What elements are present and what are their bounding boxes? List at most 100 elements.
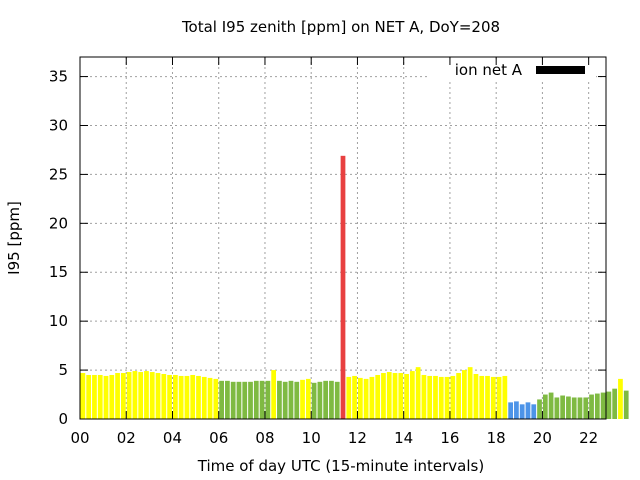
- bar: [502, 375, 508, 419]
- bar: [305, 378, 311, 419]
- y-tick-label: 15: [49, 263, 68, 281]
- bar: [109, 374, 115, 419]
- bar: [606, 391, 612, 419]
- bar: [444, 376, 450, 419]
- bar: [253, 380, 259, 419]
- bar: [514, 401, 519, 419]
- bar: [120, 373, 126, 419]
- bar: [219, 380, 224, 419]
- bar: [103, 375, 109, 419]
- bar: [450, 375, 456, 419]
- bars-layer: [80, 155, 629, 419]
- bar: [537, 399, 542, 419]
- x-tick-label: 04: [163, 429, 182, 447]
- bar: [282, 381, 288, 419]
- x-tick-label: 02: [117, 429, 136, 447]
- bar: [149, 372, 155, 419]
- bar: [80, 373, 86, 419]
- bar: [421, 374, 427, 419]
- legend: ion net A: [428, 60, 596, 82]
- legend-swatch: [536, 66, 585, 74]
- bar: [456, 373, 461, 419]
- bar: [346, 376, 352, 419]
- y-tick-label: 0: [58, 410, 68, 428]
- bar: [571, 397, 577, 419]
- x-tick-label: 10: [302, 429, 321, 447]
- bar: [317, 381, 323, 419]
- bar: [496, 376, 502, 419]
- x-tick-label: 14: [394, 429, 413, 447]
- bar: [577, 397, 583, 419]
- y-tick-label: 35: [49, 68, 68, 86]
- x-axis-label: Time of day UTC (15-minute intervals): [197, 457, 484, 475]
- bar: [323, 380, 329, 419]
- x-tick-label: 18: [487, 429, 506, 447]
- bar: [259, 380, 265, 419]
- bar: [132, 371, 138, 419]
- bar: [357, 377, 363, 419]
- bar: [594, 393, 600, 419]
- bar: [201, 376, 207, 419]
- x-tick-label: 22: [579, 429, 598, 447]
- bar: [311, 382, 317, 419]
- bar: [126, 372, 132, 419]
- bar: [467, 367, 473, 419]
- bar: [623, 390, 629, 419]
- bar: [207, 377, 213, 419]
- y-tick-label: 20: [49, 214, 68, 232]
- y-tick-label: 5: [58, 361, 68, 379]
- bar: [583, 397, 589, 419]
- bar: [618, 378, 623, 419]
- bar: [294, 381, 300, 419]
- bar: [144, 371, 149, 419]
- bar: [86, 374, 92, 419]
- bar: [438, 376, 444, 419]
- y-tick-label: 25: [49, 165, 68, 183]
- y-tick-label: 30: [49, 116, 68, 134]
- bar: [271, 370, 277, 419]
- bar: [415, 367, 421, 419]
- bar: [508, 402, 513, 419]
- bar: [161, 373, 167, 419]
- bar: [288, 380, 294, 419]
- bar: [97, 374, 103, 419]
- bar: [363, 378, 369, 419]
- bar: [369, 376, 375, 419]
- bar: [329, 380, 334, 419]
- bar: [190, 374, 196, 419]
- bar: [542, 394, 548, 419]
- bar: [138, 372, 144, 419]
- bar: [600, 392, 606, 419]
- bar: [433, 375, 438, 419]
- bar: [560, 395, 566, 419]
- bar: [485, 375, 490, 419]
- bar: [236, 381, 242, 419]
- bar: [115, 373, 120, 419]
- bar: [519, 404, 525, 419]
- bar: [612, 388, 618, 419]
- x-tick-label: 00: [70, 429, 89, 447]
- bar: [473, 373, 479, 419]
- bar: [196, 375, 201, 419]
- bar: [155, 373, 161, 419]
- bar: [225, 380, 230, 419]
- bar: [589, 394, 594, 419]
- legend-background: [428, 60, 596, 82]
- bar: [265, 380, 271, 419]
- x-tick-label: 16: [440, 429, 459, 447]
- bar: [479, 375, 485, 419]
- bar: [230, 381, 236, 419]
- grid-layer: [80, 57, 606, 419]
- bar: [334, 381, 340, 419]
- bar: [566, 396, 571, 419]
- bar: [352, 375, 357, 419]
- bar: [184, 375, 190, 419]
- bar: [392, 373, 398, 419]
- chart-title: Total I95 zenith [ppm] on NET A, DoY=208: [181, 18, 500, 36]
- x-tick-label: 20: [533, 429, 552, 447]
- bar: [375, 374, 381, 419]
- axes-layer: 0 5 10 15 20 25 30 35 00 02 04 06 08 10 12 14 16 18 20 22: [49, 57, 606, 447]
- x-tick-label: 12: [348, 429, 367, 447]
- bar: [398, 373, 404, 419]
